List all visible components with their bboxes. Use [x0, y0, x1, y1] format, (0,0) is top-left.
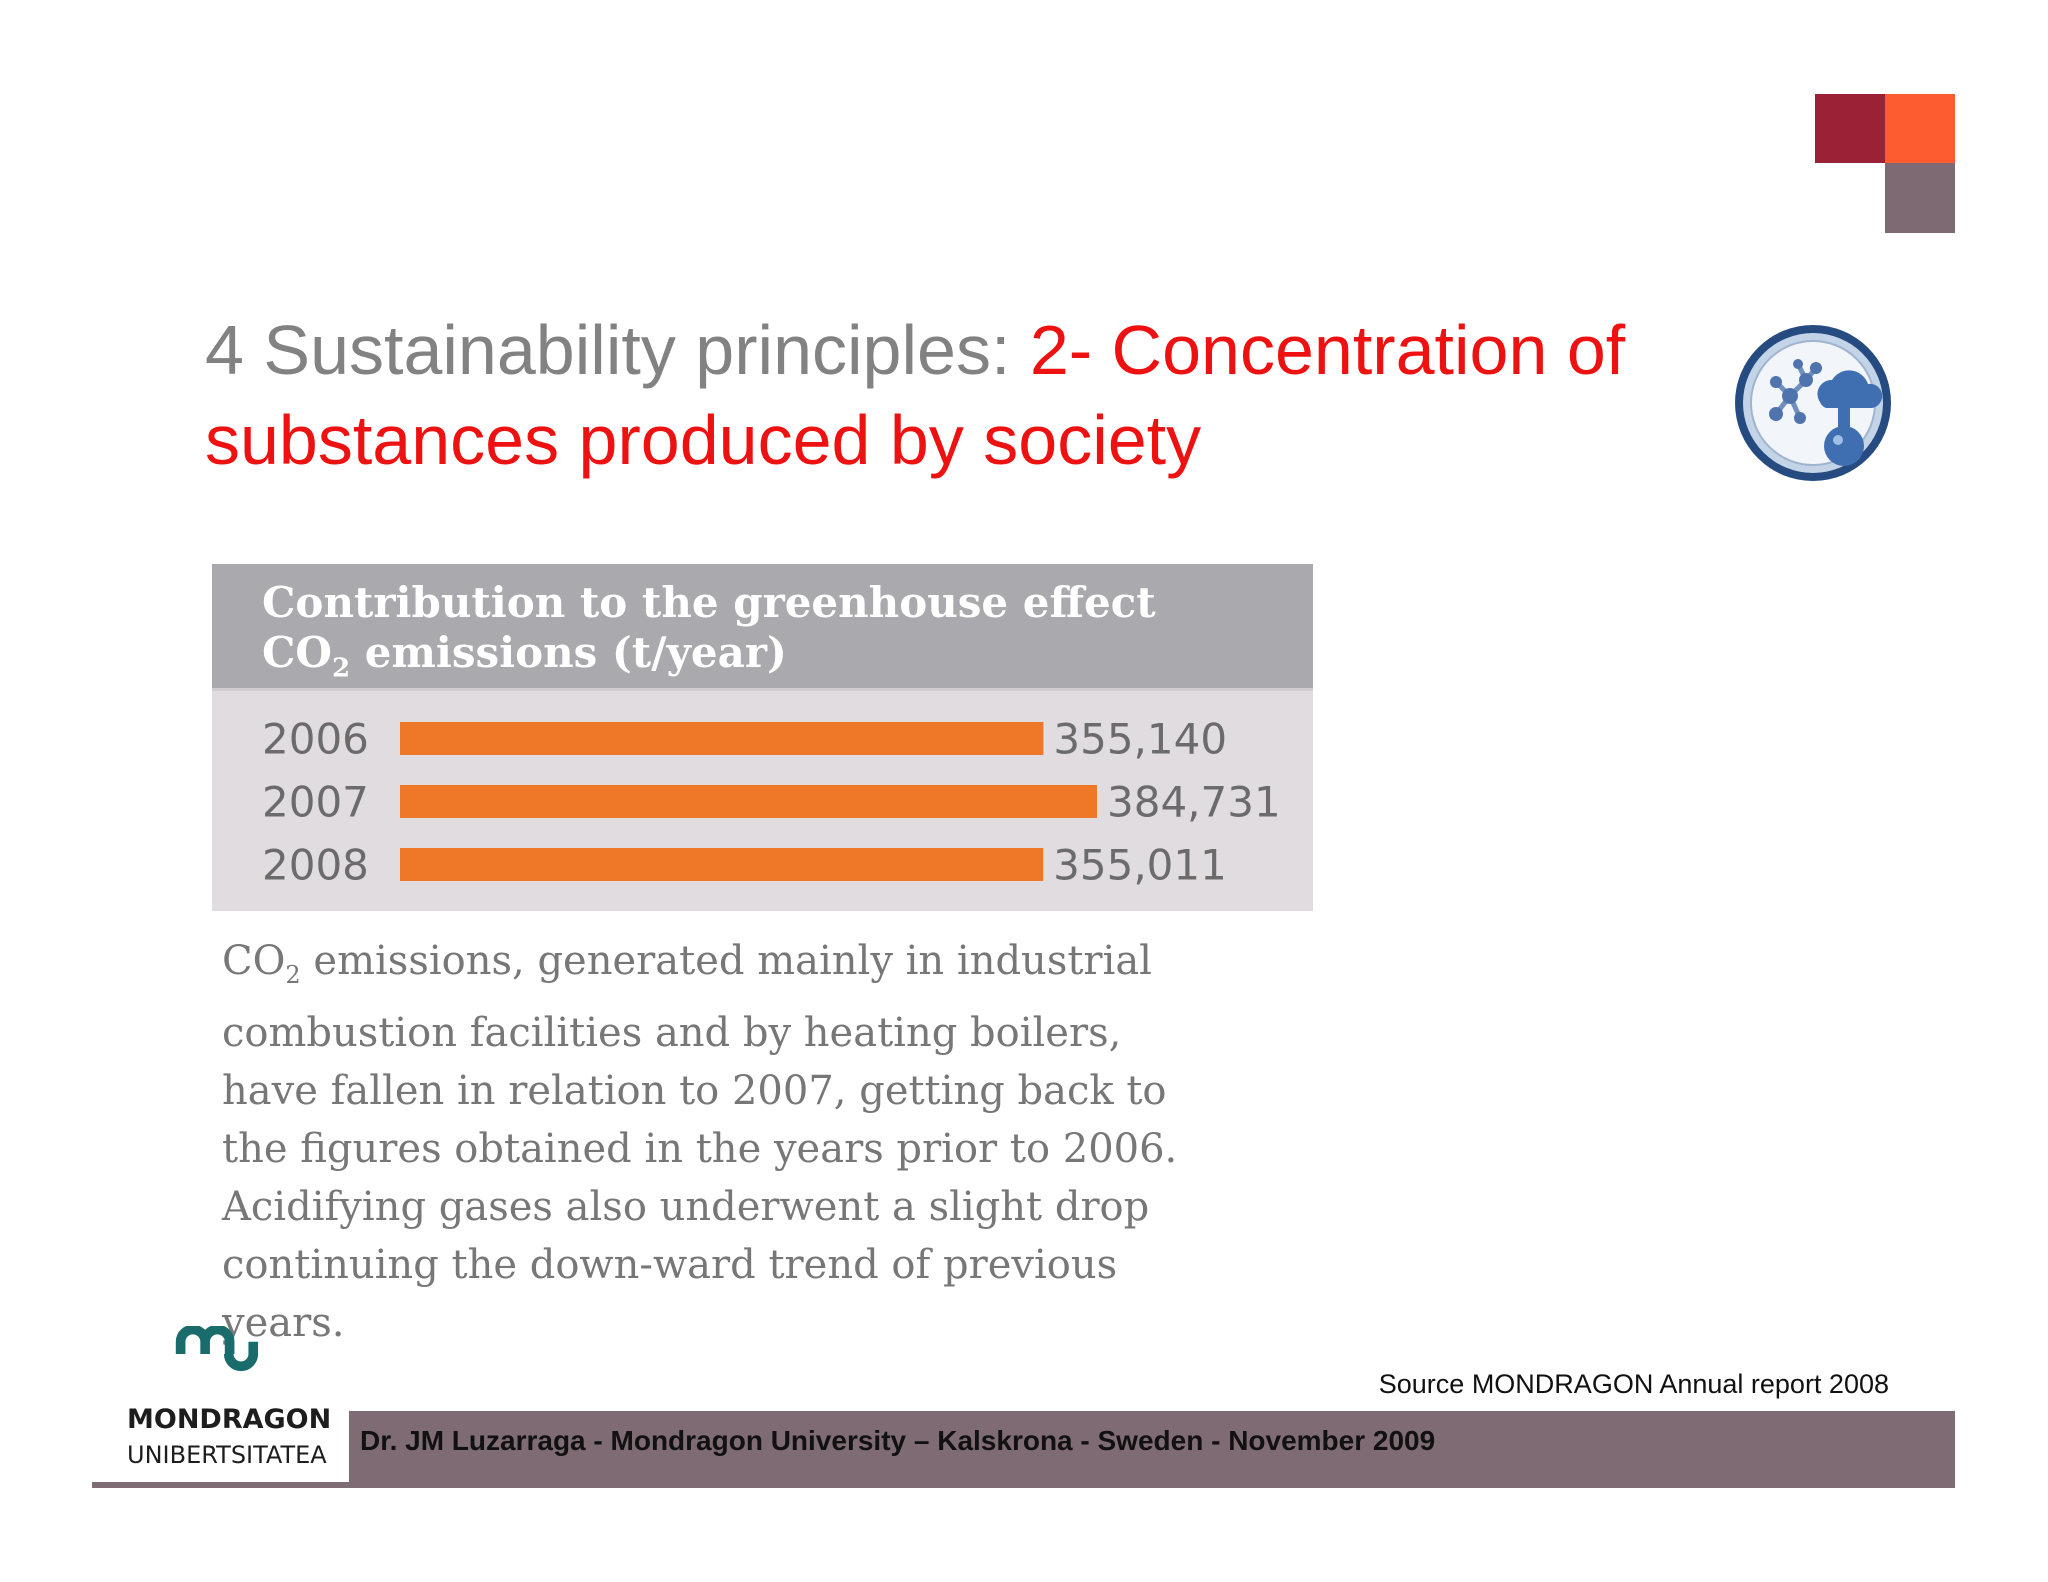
- bar: [400, 785, 1097, 818]
- chart-subtitle-subscript: 2: [332, 653, 351, 684]
- mondragon-logo-mark: [175, 1326, 259, 1372]
- chart-header: Contribution to the greenhouse effect CO…: [212, 564, 1313, 688]
- source-note: Source MONDRAGON Annual report 2008: [1378, 1369, 1889, 1399]
- slide-title: 4 Sustainability principles: 2- Concentr…: [205, 305, 1705, 485]
- corner-square-orange: [1885, 94, 1955, 163]
- title-prefix: 4 Sustainability principles:: [205, 311, 1030, 389]
- bar-chart: 2006 355,140 2007 384,731 2008 355,011: [262, 715, 1281, 890]
- value-label: 384,731: [1107, 778, 1281, 827]
- chart-plot-area: 2006 355,140 2007 384,731 2008 355,011: [212, 688, 1313, 911]
- title-highlight-line2: substances produced by society: [205, 401, 1202, 479]
- caption-prefix: CO: [222, 938, 286, 984]
- logo-name: MONDRAGON: [127, 1404, 332, 1435]
- category-label: 2006: [262, 715, 369, 764]
- bar: [400, 848, 1044, 881]
- category-label: 2008: [262, 841, 369, 890]
- molecule-cloud-flask-icon: [1735, 325, 1891, 481]
- chart-title: Contribution to the greenhouse effect: [262, 578, 1156, 627]
- logo-subtitle: UNIBERTSITATEA: [127, 1441, 327, 1469]
- corner-square-mauve: [1885, 163, 1955, 233]
- title-highlight: 2- Concentration of: [1029, 311, 1626, 389]
- value-label: 355,011: [1053, 841, 1227, 890]
- chart-caption: CO2 emissions, generated mainly in indus…: [222, 932, 1222, 1352]
- caption-subscript: 2: [285, 961, 301, 989]
- chart-subtitle: CO2 emissions (t/year): [262, 628, 787, 693]
- chart-subtitle-prefix: CO: [262, 628, 333, 677]
- corner-square-crimson: [1815, 94, 1885, 163]
- caption-text: emissions, generated mainly in industria…: [222, 938, 1178, 1346]
- footer-rule: [92, 1482, 349, 1488]
- bar: [400, 722, 1044, 755]
- value-label: 355,140: [1053, 715, 1227, 764]
- footer-credit: Dr. JM Luzarraga - Mondragon University …: [360, 1425, 1436, 1456]
- emissions-chart-panel: Contribution to the greenhouse effect CO…: [212, 564, 1313, 911]
- category-label: 2007: [262, 778, 369, 827]
- chart-subtitle-suffix: emissions (t/year): [350, 628, 787, 677]
- footer-band: Dr. JM Luzarraga - Mondragon University …: [349, 1411, 1955, 1488]
